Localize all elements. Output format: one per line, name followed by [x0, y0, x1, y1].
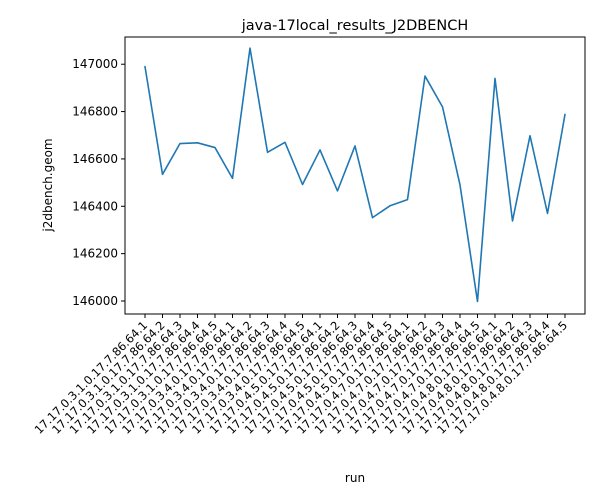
chart-title: java-17local_results_J2DBENCH: [241, 18, 469, 34]
x-axis-label: run: [345, 471, 365, 485]
y-tick-label: 146000: [72, 294, 118, 308]
series-layer: [144, 47, 566, 303]
y-tick-label: 146600: [72, 152, 118, 166]
series-line: [144, 47, 566, 303]
y-tick-label: 146400: [72, 199, 118, 213]
plot-frame: [124, 36, 586, 315]
axis-ticks: 14600014620014640014660014680014700017.1…: [32, 57, 571, 437]
y-axis-label: j2dbench.geom: [41, 138, 55, 232]
y-tick-label: 146200: [72, 247, 118, 261]
y-tick-label: 147000: [72, 57, 118, 71]
y-tick-label: 146800: [72, 105, 118, 119]
